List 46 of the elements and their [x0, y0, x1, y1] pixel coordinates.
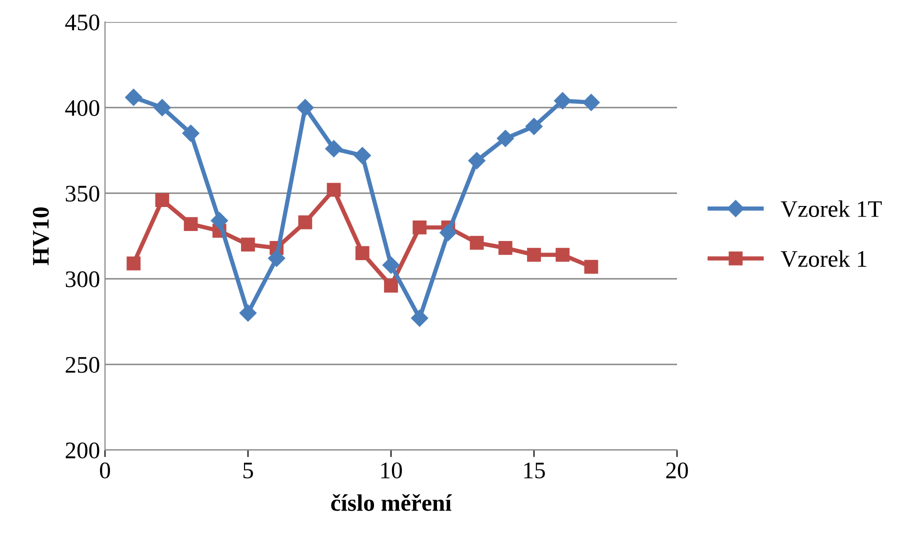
- point: [210, 212, 228, 230]
- point: [354, 146, 371, 164]
- point: [125, 88, 142, 106]
- legend-label: Vzorek 1: [780, 250, 866, 268]
- legend-label: Vzorek 1T: [780, 200, 882, 218]
- x-tick-label: 5: [243, 462, 253, 478]
- y-tick-label: 200: [66, 442, 100, 458]
- point: [126, 256, 141, 270]
- point: [154, 99, 171, 116]
- x-tick-label: 15: [524, 462, 545, 478]
- point: [296, 99, 314, 116]
- point: [496, 130, 514, 147]
- x-tick-label: 10: [381, 462, 402, 478]
- point: [554, 92, 572, 110]
- point: [470, 236, 484, 250]
- point: [155, 193, 170, 207]
- point: [498, 241, 512, 255]
- point: [382, 256, 400, 274]
- point: [384, 278, 398, 293]
- point: [525, 118, 543, 135]
- point: [355, 246, 370, 260]
- point: [582, 94, 600, 112]
- y-tick-label: 350: [66, 186, 100, 202]
- y-tick-label: 300: [66, 271, 100, 288]
- point: [268, 250, 286, 267]
- y-axis-title: HV10: [32, 207, 49, 266]
- y-tick-label: 400: [65, 100, 100, 116]
- y-tick-label: 250: [66, 356, 100, 373]
- y-tick-label: 450: [65, 14, 100, 30]
- point: [556, 248, 570, 262]
- x-tick-label: 0: [100, 462, 110, 478]
- point: [326, 182, 341, 197]
- x-axis-title: číslo měření: [331, 494, 452, 511]
- point: [584, 260, 598, 274]
- point: [412, 220, 427, 234]
- point: [182, 124, 200, 142]
- point: [184, 217, 198, 231]
- point: [411, 310, 428, 327]
- point: [527, 248, 541, 262]
- point: [241, 238, 255, 252]
- point: [468, 152, 486, 170]
- point: [325, 140, 342, 158]
- point: [239, 304, 257, 322]
- x-tick-label: 20: [666, 462, 688, 478]
- point: [440, 224, 457, 242]
- point: [298, 215, 312, 230]
